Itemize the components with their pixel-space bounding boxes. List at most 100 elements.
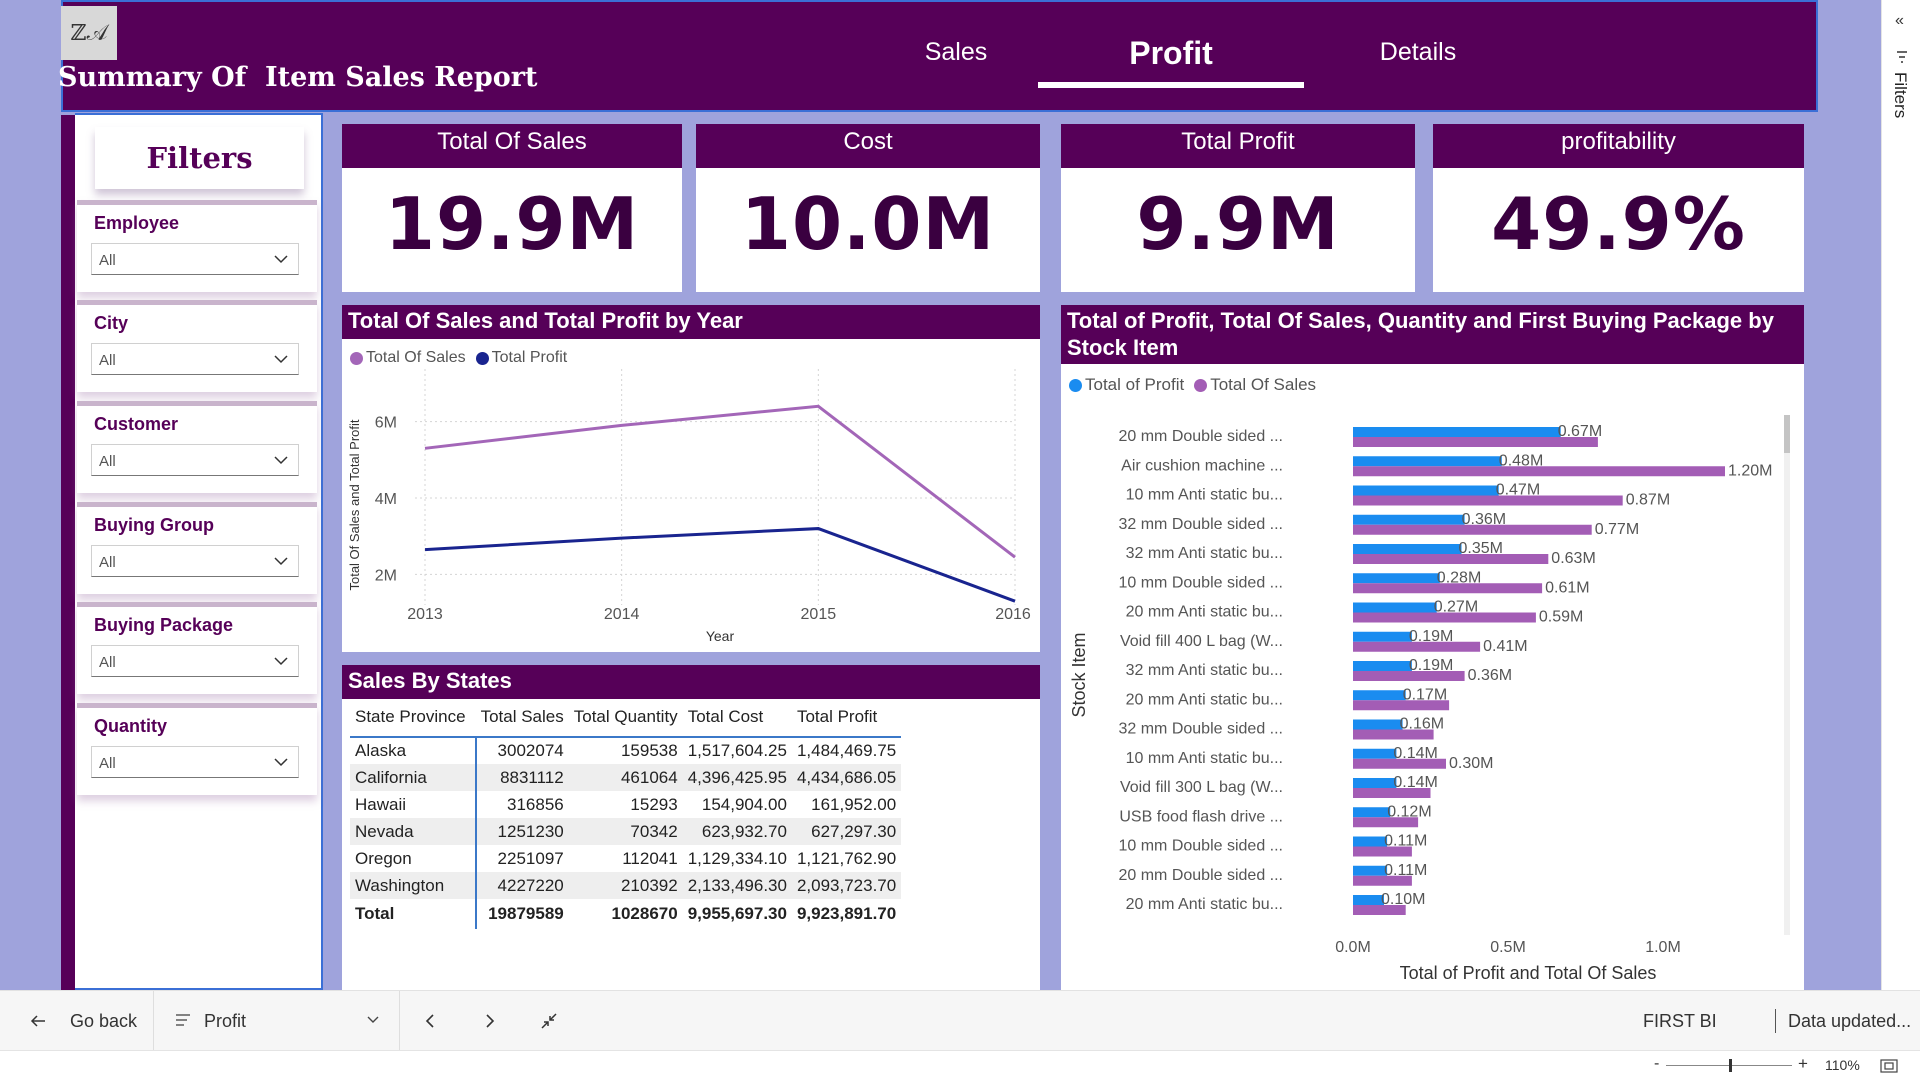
category-label: 20 mm Anti static bu... — [1126, 604, 1283, 621]
legend-dot — [350, 351, 363, 365]
bar-profit[interactable] — [1353, 778, 1397, 788]
back-arrow-icon[interactable] — [30, 1013, 46, 1029]
scrollbar-thumb[interactable] — [1784, 415, 1790, 453]
column-header[interactable]: Total Profit — [791, 703, 902, 738]
table-row[interactable]: California 8831112 461064 4,396,425.95 4,434… — [350, 764, 902, 791]
zoom-slider-handle[interactable] — [1729, 1059, 1732, 1072]
filter-funnel-icon[interactable] — [1896, 50, 1908, 64]
data-point[interactable] — [815, 526, 821, 532]
bar-sales[interactable] — [1353, 788, 1431, 798]
bar-profit[interactable] — [1353, 514, 1465, 525]
table-row[interactable]: Nevada 1251230 70342 623,932.70 627,297.30 — [350, 818, 902, 845]
legend-item-sales[interactable]: Total Of Sales — [350, 349, 466, 367]
column-header[interactable]: Total Cost — [682, 703, 792, 738]
data-point[interactable] — [619, 422, 625, 428]
slicer-dropdown[interactable]: All — [91, 343, 299, 375]
bar-sales[interactable] — [1353, 466, 1725, 477]
slicer-dropdown[interactable]: All — [91, 746, 299, 778]
fit-to-page-icon[interactable] — [1880, 1059, 1898, 1073]
data-point[interactable] — [1012, 598, 1018, 604]
bar-profit[interactable] — [1353, 485, 1499, 496]
bar-profit[interactable] — [1353, 573, 1440, 584]
legend-item-sales[interactable]: Total Of Sales — [1194, 375, 1316, 395]
data-updated-status[interactable]: Data updated... — [1788, 1011, 1912, 1031]
table-cell: 461064 — [568, 764, 683, 791]
series-line-total-of-sales[interactable] — [424, 404, 1016, 559]
sales-by-states-visual[interactable]: Sales By States State Province Total Sale… — [342, 665, 1040, 990]
bar-profit[interactable] — [1353, 690, 1406, 701]
bar-profit[interactable] — [1353, 807, 1391, 818]
legend-item-profit[interactable]: Total of Profit — [1069, 375, 1184, 395]
bar-sales[interactable] — [1353, 612, 1536, 623]
bar-sales[interactable] — [1353, 846, 1412, 857]
filter-pane-title: Filters — [95, 127, 304, 189]
stock-item-bar-visual[interactable]: Total of Profit, Total Of Sales, Quantit… — [1061, 305, 1804, 990]
bar-profit[interactable] — [1353, 661, 1412, 671]
table-row[interactable]: Hawaii 316856 15293 154,904.00 161,952.00 — [350, 791, 901, 818]
bar-sales[interactable] — [1353, 554, 1549, 564]
bar-sales[interactable] — [1353, 524, 1592, 535]
bar-profit[interactable] — [1353, 748, 1397, 759]
bar-sales[interactable] — [1353, 495, 1623, 506]
bar-chart[interactable]: 20 mm Double sided ... Air cushion machin… — [1061, 305, 1804, 990]
table-cell: 1,121,762.90 — [796, 848, 897, 868]
tab-sales[interactable]: Sales — [924, 38, 988, 66]
bar-sales[interactable] — [1353, 875, 1412, 886]
zoom-in-button[interactable]: + — [1798, 1054, 1808, 1073]
data-point[interactable] — [619, 535, 625, 541]
data-point[interactable] — [422, 445, 428, 451]
bar-sales[interactable] — [1353, 641, 1481, 652]
bar-profit[interactable] — [1353, 456, 1502, 467]
bar-sales[interactable] — [1353, 437, 1598, 447]
page-selector[interactable]: Profit — [204, 1011, 247, 1031]
chevron-down-icon[interactable] — [367, 1015, 379, 1025]
bar-profit[interactable] — [1353, 865, 1388, 876]
slicer-dropdown[interactable]: All — [91, 444, 299, 476]
table-row[interactable]: Oregon 2251097 112041 1,129,334.10 1,121,762… — [350, 845, 901, 872]
data-label: 0.11M — [1384, 862, 1427, 879]
data-point[interactable] — [815, 403, 821, 409]
table-cell: Oregon — [350, 845, 477, 872]
zoom-out-button[interactable]: - — [1654, 1055, 1660, 1072]
expand-panel-icon[interactable]: « — [1895, 12, 1904, 29]
tab-details[interactable]: Details — [1379, 38, 1457, 66]
bar-sales[interactable] — [1353, 817, 1419, 828]
data-point[interactable] — [1012, 554, 1018, 560]
bar-sales[interactable] — [1353, 758, 1446, 769]
column-header[interactable]: Total Sales — [475, 703, 569, 738]
bar-profit[interactable] — [1353, 895, 1384, 905]
legend-dot — [1194, 378, 1208, 392]
data-point[interactable] — [422, 547, 428, 553]
legend-item-profit[interactable]: Total Profit — [475, 349, 567, 367]
sales-profit-by-year-visual[interactable]: Total Of Sales and Total Profit by Year … — [342, 305, 1040, 652]
tab-profit[interactable]: Profit — [1129, 35, 1213, 71]
next-page-icon[interactable] — [484, 1013, 496, 1029]
previous-page-icon[interactable] — [424, 1013, 436, 1029]
bar-sales[interactable] — [1353, 700, 1450, 711]
filters-panel-label[interactable]: Filters — [1891, 72, 1910, 119]
bar-sales[interactable] — [1353, 905, 1406, 915]
table-total-row: Total 19879589 1028670 9,955,697.30 9,923,89… — [350, 899, 901, 929]
bar-profit[interactable] — [1353, 836, 1388, 847]
bar-sales[interactable] — [1353, 583, 1543, 594]
exit-focus-icon[interactable] — [541, 1013, 557, 1029]
bar-profit[interactable] — [1353, 719, 1403, 730]
go-back-button[interactable]: Go back — [70, 1011, 138, 1031]
table-cell: Hawaii — [350, 791, 477, 818]
table-row[interactable]: Washington 4227220 210392 2,133,496.30 2,093… — [350, 872, 902, 899]
series-line-total-profit[interactable] — [424, 527, 1016, 603]
bar-profit[interactable] — [1353, 631, 1412, 642]
bar-profit[interactable] — [1353, 427, 1561, 437]
slicer-dropdown[interactable]: All — [91, 545, 299, 577]
bar-profit[interactable] — [1353, 544, 1462, 554]
slicer-dropdown[interactable]: All — [91, 243, 299, 275]
scrollbar-track[interactable] — [1784, 415, 1790, 935]
table-row[interactable]: Alaska 3002074 159538 1,517,604.25 1,484,469… — [350, 737, 901, 764]
column-header[interactable]: Total Quantity — [568, 703, 683, 738]
bar-profit[interactable] — [1353, 602, 1437, 613]
slicer-dropdown[interactable]: All — [91, 645, 299, 677]
bar-sales[interactable] — [1353, 671, 1465, 681]
bar-sales[interactable] — [1353, 729, 1434, 740]
column-header[interactable]: State Province — [350, 703, 476, 738]
